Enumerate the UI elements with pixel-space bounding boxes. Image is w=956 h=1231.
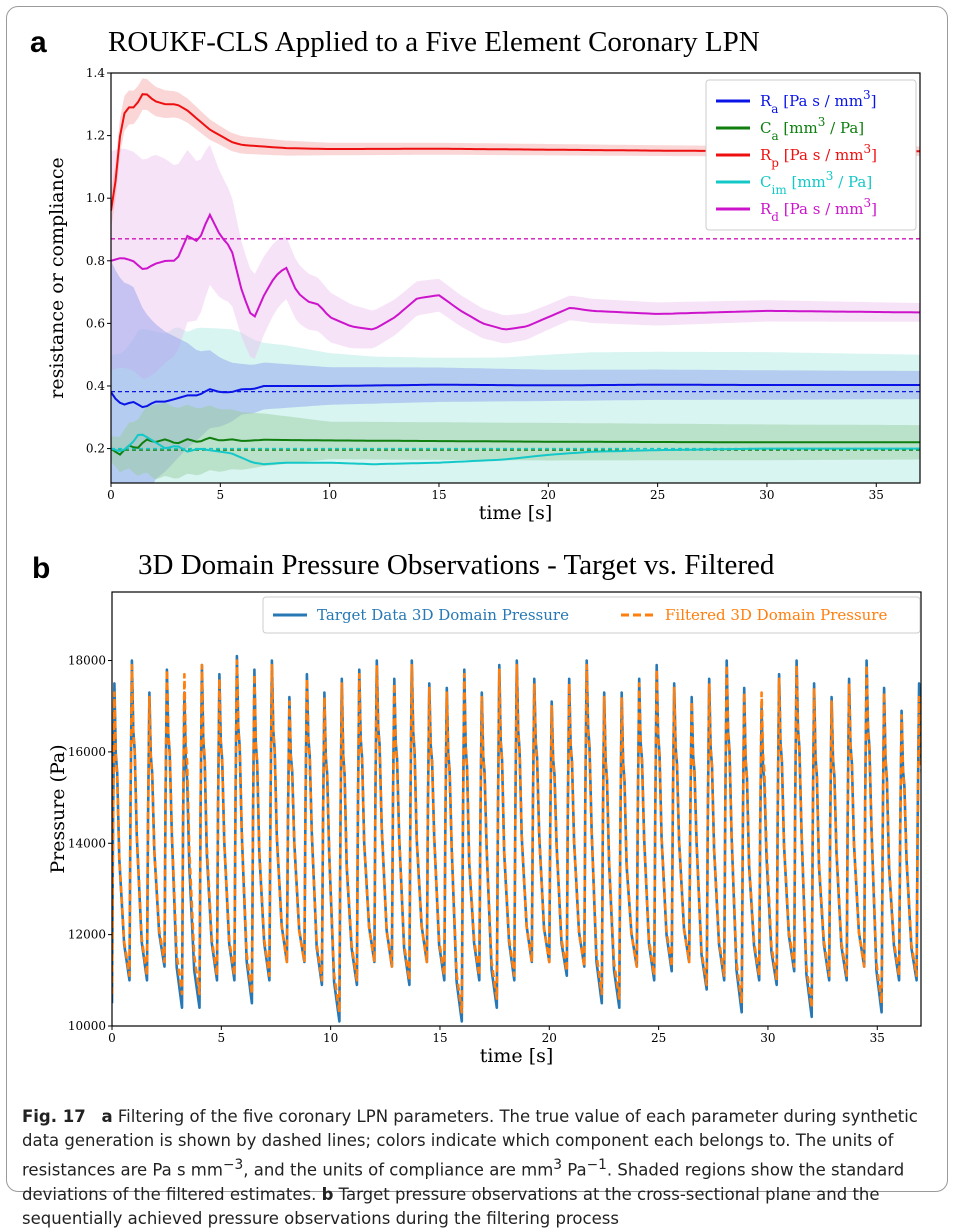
- chart-b-xtick-label: 30: [760, 1031, 775, 1045]
- caption-b-letter: b: [321, 1184, 334, 1204]
- chart-a-ylabel: resistance or compliance: [46, 157, 68, 398]
- chart-a-xtick-label: 35: [869, 488, 884, 502]
- chart-a-ytick-label: 0.2: [86, 442, 105, 456]
- caption-sup2: 3: [553, 1157, 563, 1173]
- chart-a-ytick-label: 1.2: [86, 129, 105, 143]
- chart-a-ytick-label: 0.4: [86, 379, 105, 393]
- chart-b-series-line-1: [112, 659, 921, 1014]
- caption-sup1: −3: [222, 1157, 244, 1173]
- caption-fig-label: Fig. 17: [22, 1107, 86, 1126]
- chart-a-band-0: [111, 260, 920, 483]
- chart-b-xtick-label: 35: [870, 1031, 885, 1045]
- chart-b-ytick-label: 18000: [68, 654, 106, 668]
- chart-a: 0 5 10 15 20 25 30 35 0.2 0.4 0.6 0.8 1.0 1.2 1.4 time …: [46, 66, 921, 524]
- chart-a-legend-label: Ca [mm3 / Pa]: [760, 115, 864, 143]
- chart-b-legend-label: Filtered 3D Domain Pressure: [665, 606, 887, 624]
- chart-b-ytick-label: 12000: [68, 928, 106, 942]
- chart-a-xtick-label: 5: [217, 488, 225, 502]
- figure-frame: [6, 6, 948, 1192]
- chart-a-xlabel: time [s]: [479, 502, 553, 524]
- caption-a-text: Filtering of the five coronary LPN param…: [22, 1107, 918, 1180]
- chart-a-xtick-label: 20: [541, 488, 556, 502]
- panel-b-title: 3D Domain Pressure Observations - Target…: [138, 549, 775, 581]
- chart-a-xtick-label: 15: [431, 488, 446, 502]
- panel-a-title: ROUKF-CLS Applied to a Five Element Coro…: [108, 26, 760, 58]
- chart-b-plot-frame: [111, 591, 922, 1027]
- chart-b-xtick-label: 20: [542, 1031, 557, 1045]
- caption-mid2: Pa: [562, 1160, 587, 1180]
- chart-a-xtick-label: 25: [650, 488, 665, 502]
- chart-a-legend-box: [705, 79, 917, 231]
- chart-a-legend-label: Cim [mm3 / Pa]: [760, 169, 872, 197]
- chart-a-xtick-label: 0: [107, 488, 115, 502]
- chart-a-ytick-label: 0.6: [86, 316, 105, 330]
- chart-b-ylabel: Pressure (Pa): [47, 744, 69, 873]
- chart-a-series-line-0: [111, 383, 920, 409]
- chart-b-legend-label: Target Data 3D Domain Pressure: [317, 606, 569, 624]
- chart-a-series-line-1: [111, 436, 920, 456]
- chart-b-legend-box: [262, 596, 921, 634]
- panel-a-letter: a: [30, 26, 47, 59]
- chart-b: 0 5 10 15 20 25 30 35 10000 12000 14000 16000 18000 t…: [47, 591, 922, 1067]
- chart-a-xtick-label: 30: [759, 488, 774, 502]
- chart-b-xtick-label: 15: [432, 1031, 447, 1045]
- chart-a-ytick-label: 0.8: [86, 254, 105, 268]
- chart-b-ytick-label: 10000: [68, 1019, 106, 1033]
- chart-a-plot-area: [111, 78, 920, 483]
- chart-a-legend-label: Rd [Pa s / mm3]: [760, 196, 877, 224]
- chart-a-ytick-label: 1.4: [86, 66, 105, 80]
- chart-a-legend-label: Rp [Pa s / mm3]: [760, 142, 877, 170]
- chart-a-plot-frame: [110, 72, 921, 484]
- chart-b-xtick-label: 10: [323, 1031, 338, 1045]
- chart-b-plot-area: [112, 654, 921, 1023]
- chart-a-band-2: [111, 78, 920, 230]
- chart-a-xtick-label: 10: [322, 488, 337, 502]
- caption-mid1: , and the units of compliance are mm: [243, 1160, 554, 1180]
- chart-b-xtick-label: 5: [218, 1031, 226, 1045]
- figure-caption: Fig. 17 a Filtering of the five coronary…: [22, 1105, 937, 1231]
- chart-b-xlabel: time [s]: [480, 1045, 554, 1067]
- chart-a-series-line-3: [111, 433, 920, 466]
- chart-a-series-line-4: [111, 212, 920, 331]
- caption-mid3: . Shaded regions show the standard devia…: [22, 1160, 905, 1204]
- chart-a-legend-label: Ra [Pa s / mm3]: [760, 88, 876, 116]
- chart-a-band-4: [111, 144, 920, 379]
- caption-a-letter: a: [101, 1107, 113, 1126]
- chart-a-band-3: [111, 327, 920, 483]
- panel-b-letter: b: [32, 552, 51, 585]
- caption-sup3: −1: [586, 1157, 607, 1173]
- chart-b-xtick-label: 0: [108, 1031, 116, 1045]
- chart-b-ytick-label: 16000: [68, 745, 106, 759]
- chart-b-ytick-label: 14000: [68, 836, 106, 850]
- chart-b-xtick-label: 25: [651, 1031, 666, 1045]
- chart-a-ytick-label: 1.0: [86, 191, 105, 205]
